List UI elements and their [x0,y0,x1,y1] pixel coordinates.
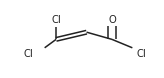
Text: O: O [108,15,116,25]
Text: Cl: Cl [23,49,33,59]
Text: Cl: Cl [136,49,146,59]
Text: Cl: Cl [51,15,61,25]
